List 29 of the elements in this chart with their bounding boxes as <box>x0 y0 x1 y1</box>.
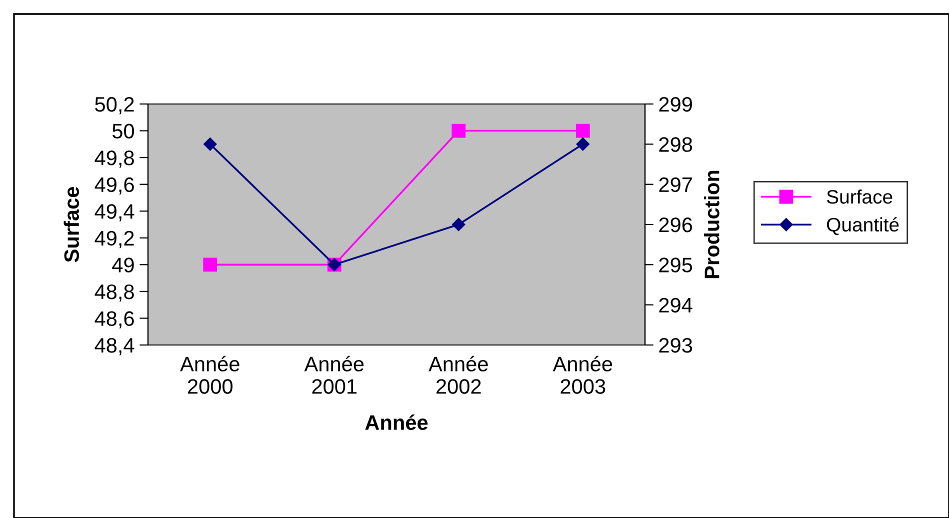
x-axis-title: Année <box>365 414 428 430</box>
point <box>204 138 217 151</box>
legend-label: Surface <box>826 189 892 204</box>
y-tick-label: 48,6 <box>94 311 134 328</box>
x-tick-label: Année 2003 <box>552 356 612 394</box>
x-tick-label: Année 2001 <box>304 356 364 394</box>
y2-tick-label: 294 <box>659 298 692 313</box>
y2-tick-label: 297 <box>659 177 692 192</box>
x-tick-label: Année 2000 <box>180 356 240 394</box>
point <box>452 218 466 232</box>
y-tick-label: 50,2 <box>95 97 134 114</box>
y-tick-label: 50 <box>112 124 134 139</box>
y-tick-label: 49,8 <box>94 150 134 168</box>
y-axis-title: Surface <box>64 186 80 262</box>
y2-tick-label: 293 <box>659 338 692 353</box>
y-tick-label: 48,4 <box>94 338 134 356</box>
y-tick-label: 49,2 <box>94 230 134 248</box>
y2-axis-title: Production <box>704 170 720 278</box>
x-tick-label: Année 2002 <box>428 356 488 394</box>
y2-tick-label: 296 <box>659 218 692 232</box>
y2-tick-label: 299 <box>659 97 692 112</box>
y-tick-label: 48,8 <box>94 284 134 302</box>
legend-label: Quantité <box>826 217 899 236</box>
y2-tick-label: 298 <box>659 137 692 152</box>
point <box>576 138 590 151</box>
y2-tick-label: 295 <box>659 258 692 272</box>
y-tick-label: 49,4 <box>94 204 134 222</box>
y-tick-label: 49 <box>112 258 134 272</box>
y-tick-label: 49,6 <box>94 177 134 195</box>
